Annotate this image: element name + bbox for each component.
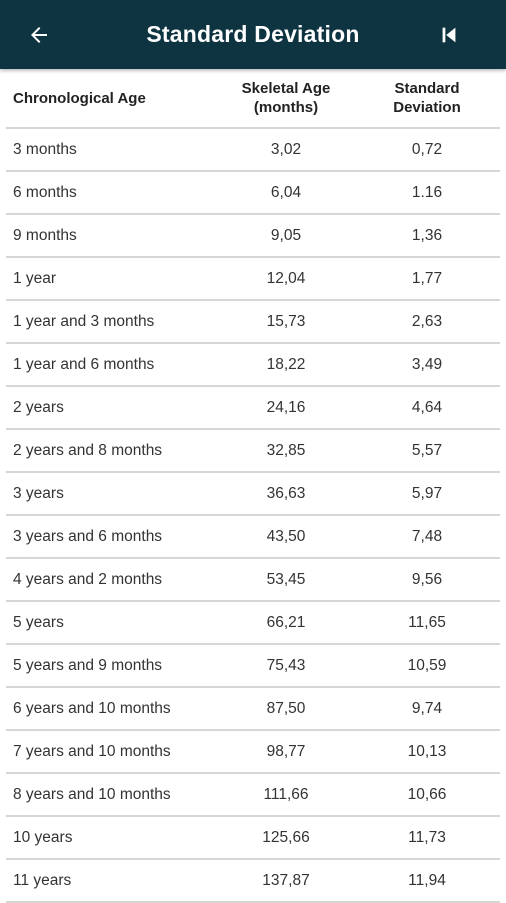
cell-chronological-age: 11 years bbox=[13, 871, 72, 889]
cell-skeletal-age: 66,21 bbox=[266, 613, 306, 631]
table-row: 4 years and 2 months 53,45 9,56 bbox=[6, 559, 500, 602]
cell-standard-deviation: 5,57 bbox=[411, 441, 443, 459]
table-row: 3 months 3,02 0,72 bbox=[6, 129, 500, 172]
table-row: 2 years 24,16 4,64 bbox=[6, 387, 500, 430]
table-row: 1 year 12,04 1,77 bbox=[6, 258, 500, 301]
back-button[interactable] bbox=[22, 18, 56, 52]
cell-skeletal-age: 32,85 bbox=[266, 441, 306, 459]
cell-standard-deviation: 2,63 bbox=[411, 312, 443, 330]
table-row: 10 years 125,66 11,73 bbox=[6, 817, 500, 860]
cell-chronological-age: 9 months bbox=[13, 226, 77, 244]
table-row: 1 year and 6 months 18,22 3,49 bbox=[6, 344, 500, 387]
table-row: 9 months 9,05 1,36 bbox=[6, 215, 500, 258]
cell-skeletal-age: 24,16 bbox=[266, 398, 306, 416]
cell-chronological-age: 6 years and 10 months bbox=[13, 699, 171, 717]
cell-standard-deviation: 4,64 bbox=[411, 398, 443, 416]
cell-standard-deviation: 11,73 bbox=[408, 828, 446, 846]
standard-deviation-table: Chronological Age Skeletal Age (months) … bbox=[6, 69, 500, 903]
table-row: 11 years 137,87 11,94 bbox=[6, 860, 500, 903]
column-header-skeletal-age: Skeletal Age (months) bbox=[218, 79, 354, 117]
table-row: 3 years 36,63 5,97 bbox=[6, 473, 500, 516]
cell-standard-deviation: 11,94 bbox=[408, 871, 446, 889]
column-header-line: Standard bbox=[394, 80, 460, 97]
cell-skeletal-age: 3,02 bbox=[270, 140, 302, 158]
table-row: 6 months 6,04 1.16 bbox=[6, 172, 500, 215]
cell-standard-deviation: 3,49 bbox=[411, 355, 443, 373]
page-title: Standard Deviation bbox=[146, 21, 360, 47]
cell-standard-deviation: 9,74 bbox=[411, 699, 443, 717]
arrow-left-icon bbox=[31, 27, 47, 43]
cell-chronological-age: 1 year and 6 months bbox=[13, 355, 155, 373]
cell-standard-deviation: 11,65 bbox=[408, 613, 446, 631]
table-body: 3 months 3,02 0,72 6 months 6,04 1.16 9 months… bbox=[6, 129, 500, 903]
cell-chronological-age: 2 years and 8 months bbox=[13, 441, 163, 459]
column-header-line: Deviation bbox=[393, 99, 461, 116]
table-row: 5 years and 9 months 75,43 10,59 bbox=[6, 645, 500, 688]
cell-skeletal-age: 36,63 bbox=[266, 484, 306, 502]
table-row: 6 years and 10 months 87,50 9,74 bbox=[6, 688, 500, 731]
cell-chronological-age: 1 year and 3 months bbox=[13, 312, 155, 330]
column-header-line: (months) bbox=[253, 99, 319, 116]
cell-skeletal-age: 137,87 bbox=[262, 871, 310, 889]
app-bar: Standard Deviation bbox=[0, 0, 506, 69]
cell-standard-deviation: 7,48 bbox=[411, 527, 443, 545]
cell-chronological-age: 3 years bbox=[13, 484, 64, 502]
cell-skeletal-age: 125,66 bbox=[262, 828, 310, 846]
cell-skeletal-age: 75,43 bbox=[266, 656, 306, 674]
cell-skeletal-age: 111,66 bbox=[263, 785, 309, 803]
cell-chronological-age: 2 years bbox=[13, 398, 64, 416]
cell-standard-deviation: 0,72 bbox=[411, 140, 443, 158]
cell-skeletal-age: 43,50 bbox=[266, 527, 306, 545]
cell-standard-deviation: 10,66 bbox=[407, 785, 447, 803]
column-header-line: Skeletal Age bbox=[241, 80, 331, 97]
cell-chronological-age: 4 years and 2 months bbox=[13, 570, 163, 588]
column-header-chronological-age: Chronological Age bbox=[13, 89, 146, 107]
cell-skeletal-age: 98,77 bbox=[266, 742, 306, 760]
cell-chronological-age: 3 months bbox=[13, 140, 77, 158]
cell-skeletal-age: 15,73 bbox=[266, 312, 306, 330]
cell-skeletal-age: 12,04 bbox=[266, 269, 306, 287]
table-row: 2 years and 8 months 32,85 5,57 bbox=[6, 430, 500, 473]
table-header: Chronological Age Skeletal Age (months) … bbox=[6, 69, 500, 129]
cell-standard-deviation: 5,97 bbox=[411, 484, 443, 502]
cell-standard-deviation: 1,36 bbox=[411, 226, 443, 244]
table-row: 8 years and 10 months 111,66 10,66 bbox=[6, 774, 500, 817]
cell-standard-deviation: 9,56 bbox=[411, 570, 443, 588]
cell-chronological-age: 7 years and 10 months bbox=[13, 742, 171, 760]
cell-chronological-age: 5 years bbox=[13, 613, 64, 631]
column-header-standard-deviation: Standard Deviation bbox=[354, 79, 500, 117]
cell-chronological-age: 6 months bbox=[13, 183, 77, 201]
cell-standard-deviation: 10,13 bbox=[407, 742, 447, 760]
cell-chronological-age: 10 years bbox=[13, 828, 73, 846]
table-row: 1 year and 3 months 15,73 2,63 bbox=[6, 301, 500, 344]
cell-skeletal-age: 6,04 bbox=[270, 183, 302, 201]
table-row: 5 years 66,21 11,65 bbox=[6, 602, 500, 645]
cell-skeletal-age: 87,50 bbox=[266, 699, 306, 717]
cell-chronological-age: 1 year bbox=[13, 269, 57, 287]
table-row: 3 years and 6 months 43,50 7,48 bbox=[6, 516, 500, 559]
cell-standard-deviation: 10,59 bbox=[407, 656, 447, 674]
cell-skeletal-age: 18,22 bbox=[266, 355, 306, 373]
cell-skeletal-age: 53,45 bbox=[266, 570, 306, 588]
first-page-button[interactable] bbox=[432, 18, 466, 52]
cell-chronological-age: 3 years and 6 months bbox=[13, 527, 163, 545]
cell-chronological-age: 8 years and 10 months bbox=[13, 785, 171, 803]
cell-standard-deviation: 1.16 bbox=[411, 183, 443, 201]
table-row: 7 years and 10 months 98,77 10,13 bbox=[6, 731, 500, 774]
cell-chronological-age: 5 years and 9 months bbox=[13, 656, 163, 674]
cell-skeletal-age: 9,05 bbox=[270, 226, 302, 244]
cell-standard-deviation: 1,77 bbox=[411, 269, 443, 287]
skip-to-first-icon bbox=[442, 27, 456, 43]
